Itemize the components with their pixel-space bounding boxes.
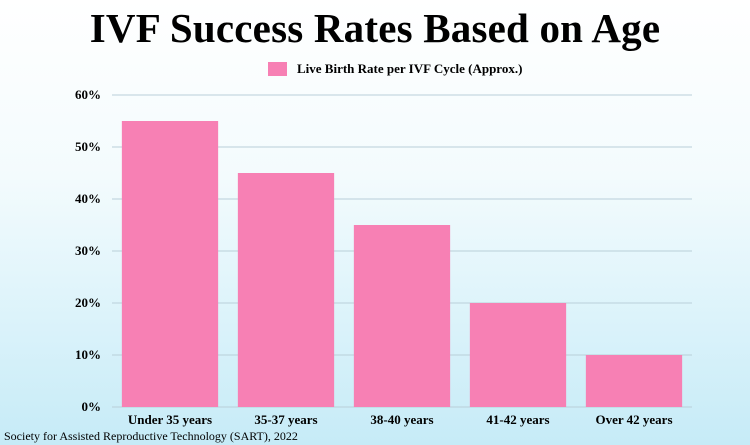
y-tick-label: 30% xyxy=(75,243,101,258)
bar xyxy=(121,121,219,407)
y-tick-label: 20% xyxy=(75,295,101,310)
y-tick-label: 0% xyxy=(82,399,102,414)
legend: Live Birth Rate per IVF Cycle (Approx.) xyxy=(268,59,522,79)
bar xyxy=(353,225,451,407)
y-tick-label: 50% xyxy=(75,139,101,154)
x-tick-label: 38-40 years xyxy=(370,412,433,427)
y-axis-ticks: 0% 10% 20% 30% 40% 50% 60% xyxy=(75,87,101,414)
y-tick-label: 10% xyxy=(75,347,101,362)
y-tick-label: 60% xyxy=(75,87,101,102)
x-tick-label: 41-42 years xyxy=(486,412,549,427)
y-tick-label: 40% xyxy=(75,191,101,206)
bar xyxy=(469,303,567,407)
x-axis-ticks: Under 35 years 35-37 years 38-40 years 41-4… xyxy=(128,412,673,427)
bar xyxy=(237,173,335,407)
bars xyxy=(121,121,683,407)
x-tick-label: Over 42 years xyxy=(595,412,672,427)
source-note: Society for Assisted Reproductive Techno… xyxy=(4,429,298,443)
chart-title: IVF Success Rates Based on Age xyxy=(89,5,661,51)
bar xyxy=(585,355,683,407)
x-tick-label: Under 35 years xyxy=(128,412,212,427)
legend-label: Live Birth Rate per IVF Cycle (Approx.) xyxy=(297,61,523,76)
legend-swatch xyxy=(268,62,287,76)
x-tick-label: 35-37 years xyxy=(254,412,317,427)
